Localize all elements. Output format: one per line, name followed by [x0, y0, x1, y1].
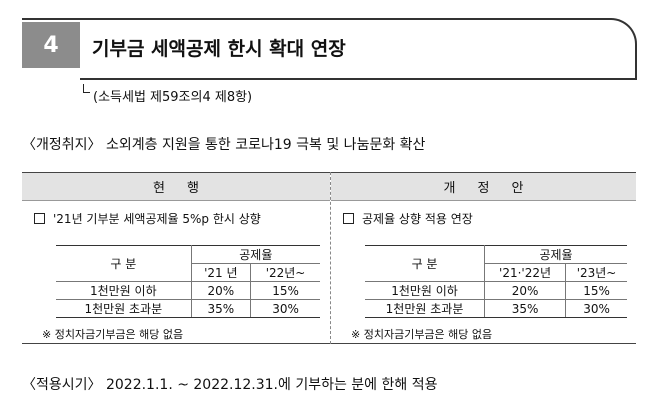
timing-line: 〈적용시기〉 2022.1.1. ~ 2022.12.31.에 기부하는 분에 … — [22, 377, 438, 393]
revised-check-line: 공제율 상향 적용 연장 — [343, 210, 473, 227]
purpose-line: 〈개정취지〉 소외계층 지원을 통한 코로나19 극복 및 나눔문화 확산 — [22, 137, 426, 153]
revised-cell: 30% — [565, 299, 627, 318]
revised-header: 개정안 — [331, 173, 636, 201]
section-number: 4 — [43, 32, 59, 58]
current-check-line: '21년 기부분 세액공제율 5%p 한시 상향 — [34, 210, 261, 227]
current-cell: 15% — [250, 281, 320, 300]
checkbox-icon — [34, 213, 45, 224]
revised-col-0: '21·'22년 — [484, 263, 567, 282]
current-note: ※ 정치자금기부금은 해당 없음 — [42, 328, 184, 341]
corner-mark-icon — [83, 84, 90, 93]
revised-note: ※ 정치자금기부금은 해당 없음 — [351, 328, 493, 341]
checkbox-icon — [343, 213, 354, 224]
revised-col-1: '23년~ — [565, 263, 627, 282]
revised-cell: 15% — [565, 281, 627, 300]
revised-rate-table: 구 분 공제율 '21·'22년 '23년~ 1천만원 이하 20% 15% 1… — [365, 245, 627, 318]
section-title: 기부금 세액공제 한시 확대 연장 — [92, 38, 346, 60]
current-col-0: '21 년 — [191, 263, 252, 282]
panel-divider — [330, 172, 332, 344]
current-rate-table: 구 분 공제율 '21 년 '22년~ 1천만원 이하 20% 15% 1천만원… — [56, 245, 320, 318]
revised-cell: 35% — [484, 299, 567, 318]
current-row-label: 1천만원 초과분 — [56, 299, 192, 318]
current-panel: 현행 '21년 기부분 세액공제율 5%p 한시 상향 구 분 공제율 '21 … — [22, 172, 330, 344]
current-row-header: 구 분 — [56, 245, 192, 282]
section-number-badge: 4 — [22, 22, 80, 68]
revised-row-header: 구 분 — [365, 245, 486, 282]
current-col-1: '22년~ — [250, 263, 320, 282]
current-cell: 20% — [191, 281, 252, 300]
current-header: 현행 — [22, 173, 330, 201]
section-title-frame — [22, 18, 637, 80]
current-row-label: 1천만원 이하 — [56, 281, 192, 300]
current-check-text: '21년 기부분 세액공제율 5%p 한시 상향 — [53, 212, 261, 226]
revised-check-text: 공제율 상향 적용 연장 — [362, 212, 473, 226]
current-col-group: 공제율 — [191, 245, 320, 264]
title-underline — [80, 78, 637, 80]
current-cell: 30% — [250, 299, 320, 318]
revised-panel: 개정안 공제율 상향 적용 연장 구 분 공제율 '21·'22년 '23년~ … — [331, 172, 636, 344]
revised-col-group: 공제율 — [484, 245, 627, 264]
revised-cell: 20% — [484, 281, 567, 300]
current-cell: 35% — [191, 299, 252, 318]
revised-row-label: 1천만원 이하 — [365, 281, 486, 300]
legal-reference: (소득세법 제59조의4 제8항) — [93, 90, 253, 105]
revised-row-label: 1천만원 초과분 — [365, 299, 486, 318]
